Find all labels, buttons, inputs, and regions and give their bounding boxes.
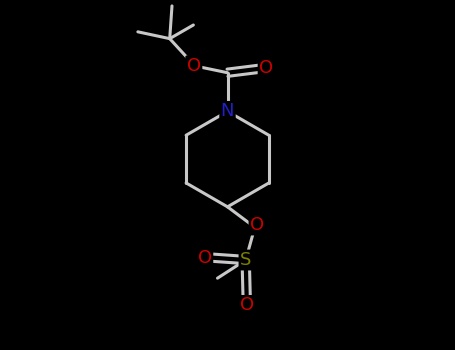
Text: S: S	[240, 251, 251, 269]
Text: O: O	[250, 216, 264, 234]
Text: O: O	[239, 296, 254, 314]
Text: O: O	[259, 59, 273, 77]
Text: N: N	[221, 102, 234, 120]
Text: O: O	[187, 57, 201, 75]
Text: O: O	[197, 249, 212, 267]
